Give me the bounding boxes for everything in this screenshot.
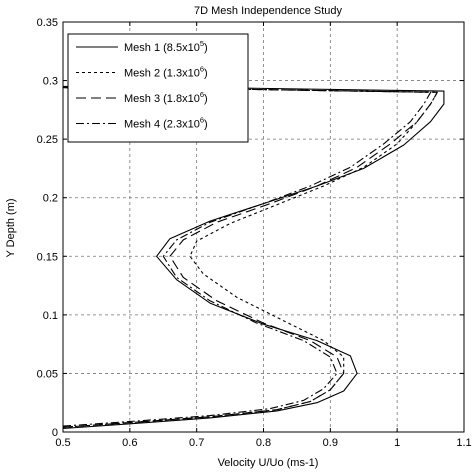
y-tick-label: 0 (52, 427, 58, 439)
x-tick-label: 1.1 (456, 437, 471, 449)
y-tick-label: 0.15 (37, 251, 58, 263)
legend-label-mesh-1: Mesh 1 (8.5x105) (124, 39, 208, 54)
axis-ticks: 0.5 0.6 0.7 0.8 0.9 1 1.1 0 0.05 0.1 0.15 0.2 0.25 0.… (37, 17, 472, 449)
chart-title: 7D Mesh Independence Study (194, 5, 342, 17)
x-tick-label: 0.8 (256, 437, 271, 449)
legend-label-mesh-2: Mesh 2 (1.3x106) (124, 65, 208, 80)
x-tick-label: 1 (394, 437, 400, 449)
y-tick-label: 0.05 (37, 368, 58, 380)
y-tick-label: 0.25 (37, 134, 58, 146)
series-line-mesh-3 (62, 87, 438, 428)
x-tick-label: 0.7 (189, 437, 204, 449)
series-line-mesh-1 (62, 85, 445, 430)
x-tick-label: 0.5 (55, 437, 70, 449)
x-axis-title: Velocity U/Uo (ms-1) (218, 457, 319, 469)
y-tick-label: 0.3 (43, 76, 58, 88)
y-tick-label: 0.1 (43, 310, 58, 322)
legend-label-mesh-3: Mesh 3 (1.8x106) (124, 90, 208, 105)
x-tick-label: 0.6 (122, 437, 137, 449)
series-layer (62, 85, 445, 430)
series-line-mesh-4 (62, 87, 432, 427)
legend-label-mesh-4: Mesh 4 (2.3x106) (124, 116, 208, 131)
y-tick-label: 0.2 (43, 193, 58, 205)
y-axis-title: Y Depth (m) (5, 198, 17, 257)
legend: Mesh 1 (8.5x105) Mesh 2 (1.3x106) Mesh 3 (… (67, 33, 249, 143)
y-tick-label: 0.35 (37, 17, 58, 29)
x-tick-label: 0.9 (323, 437, 338, 449)
